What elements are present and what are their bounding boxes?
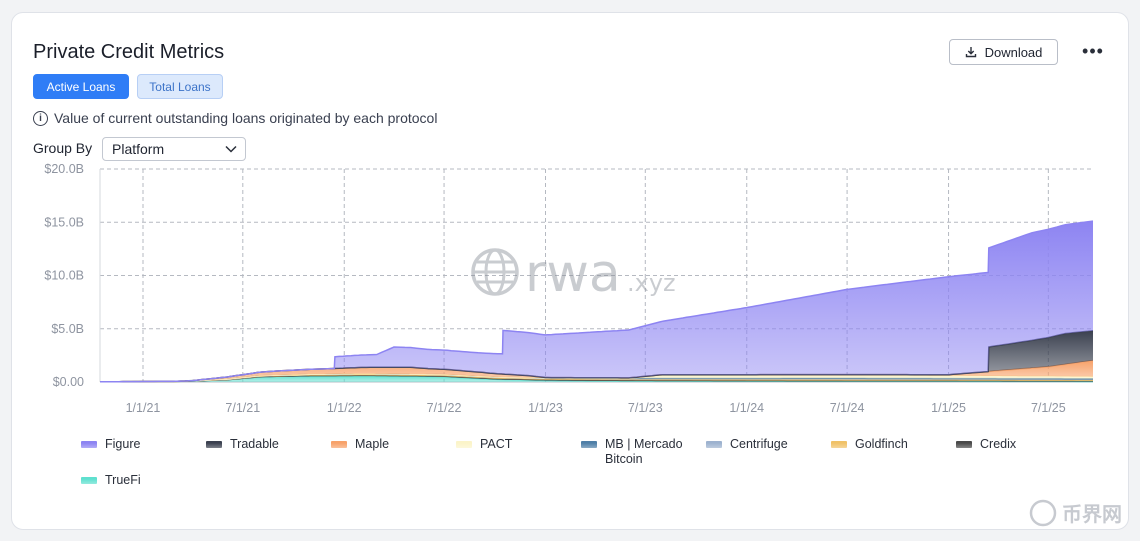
legend-swatch [81, 441, 97, 448]
y-tick-label: $15.0B [44, 215, 84, 229]
rwa-watermark: rwa .xyz [471, 244, 676, 304]
legend-label: Centrifuge [730, 437, 788, 451]
info-text: Value of current outstanding loans origi… [54, 110, 438, 126]
x-tick-label: 1/1/23 [528, 401, 563, 415]
download-button[interactable]: Download [949, 39, 1058, 65]
legend-swatch [456, 441, 472, 448]
legend-item-tradable[interactable]: Tradable [206, 437, 279, 452]
y-tick-label: $10.0B [44, 269, 84, 283]
y-tick-label: $20.0B [44, 162, 84, 176]
legend-item-maple[interactable]: Maple [331, 437, 389, 452]
chart-card: Private Credit Metrics Download ••• Acti… [11, 12, 1129, 530]
x-tick-label: 7/1/21 [225, 401, 260, 415]
tab-active-loans[interactable]: Active Loans [33, 74, 129, 99]
x-tick-label: 7/1/22 [427, 401, 462, 415]
x-tick-label: 7/1/23 [628, 401, 663, 415]
legend-label: TrueFi [105, 473, 141, 487]
group-by-value: Platform [112, 141, 165, 157]
chart-description: i Value of current outstanding loans ori… [33, 110, 437, 126]
download-icon [965, 47, 976, 58]
legend-item-pact[interactable]: PACT [456, 437, 512, 452]
legend-item-centrifuge[interactable]: Centrifuge [706, 437, 788, 452]
legend-swatch [706, 441, 722, 448]
legend-label: Maple [355, 437, 390, 451]
series-line-figure [100, 220, 1094, 383]
x-tick-label: 7/1/25 [1031, 401, 1066, 415]
legend-swatch [956, 441, 972, 448]
legend-swatch [831, 441, 847, 448]
legend-swatch [331, 441, 347, 448]
legend-swatch [206, 441, 222, 448]
x-tick-label: 7/1/24 [830, 401, 865, 415]
tab-total-loans[interactable]: Total Loans [137, 74, 223, 99]
legend-item-mb_mercado[interactable]: MB | Mercado Bitcoin [581, 437, 696, 467]
legend-item-credix[interactable]: Credix [956, 437, 1016, 452]
legend-label: Credix [980, 437, 1017, 451]
legend-item-truefi[interactable]: TrueFi [81, 473, 141, 488]
legend-item-figure[interactable]: Figure [81, 437, 140, 452]
legend-label: Tradable [230, 437, 279, 451]
y-tick-label: $5.0B [51, 322, 84, 336]
y-tick-label: $0.00 [53, 375, 84, 389]
group-by-label: Group By [33, 140, 93, 156]
download-label: Download [984, 44, 1043, 60]
x-tick-label: 1/1/24 [729, 401, 764, 415]
x-tick-label: 1/1/22 [327, 401, 362, 415]
series-area-maple [100, 360, 1093, 382]
series-area-truefi [100, 375, 1093, 382]
legend-swatch [81, 477, 97, 484]
more-options-button[interactable]: ••• [1080, 41, 1106, 61]
legend-label: MB | Mercado Bitcoin [605, 437, 683, 466]
legend-label: PACT [480, 437, 513, 451]
group-by-select[interactable]: Platform [102, 137, 246, 161]
info-icon: i [33, 110, 48, 126]
legend-label: Figure [105, 437, 141, 451]
page-title: Private Credit Metrics [33, 41, 225, 63]
legend-item-goldfinch[interactable]: Goldfinch [831, 437, 908, 452]
chevron-down-icon [225, 145, 237, 153]
x-tick-label: 1/1/25 [931, 401, 966, 415]
more-icon: ••• [1082, 40, 1104, 61]
legend-label: Goldfinch [855, 437, 908, 451]
watermark-text: rwa [525, 244, 621, 304]
x-tick-label: 1/1/21 [126, 401, 161, 415]
corner-watermark-text: 币界网 [1062, 502, 1122, 526]
corner-watermark: 币界网 [1029, 499, 1122, 527]
watermark-suffix: .xyz [627, 269, 676, 297]
legend-swatch [581, 441, 597, 448]
series-area-figure [100, 221, 1093, 382]
